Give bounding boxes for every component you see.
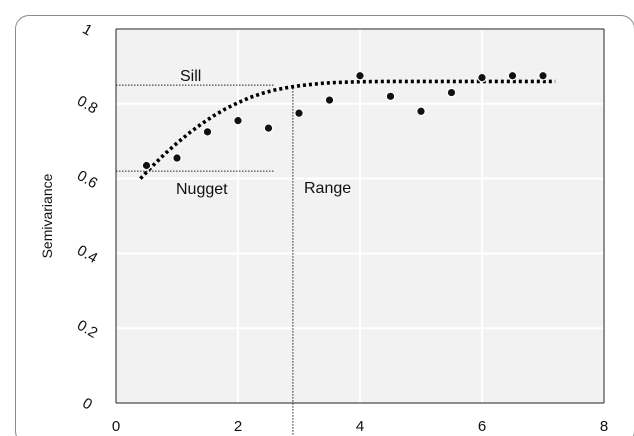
y-tick-label: 0 — [79, 395, 95, 414]
y-tick-label: 0.2 — [74, 317, 101, 342]
data-point — [294, 108, 304, 118]
data-point — [202, 127, 213, 137]
data-point — [355, 70, 365, 81]
y-tick-label: 1 — [79, 21, 95, 40]
data-point — [416, 106, 426, 117]
data-point — [538, 70, 548, 81]
data-point — [172, 153, 182, 163]
x-tick-label: 6 — [478, 418, 486, 435]
data-point — [385, 91, 396, 102]
data-points — [141, 70, 548, 171]
data-point — [263, 123, 274, 133]
x-tick-label: 8 — [600, 418, 608, 435]
annotation-labels: Sill Nugget Range — [176, 68, 351, 198]
sill-label: Sill — [180, 68, 201, 85]
range-label: Range — [304, 180, 351, 197]
data-point — [446, 87, 457, 98]
axes — [115, 28, 605, 404]
y-axis-label: Semivariance — [39, 173, 55, 258]
data-point — [477, 72, 487, 83]
y-tick-label: 0.8 — [74, 92, 101, 117]
data-point — [141, 160, 152, 171]
x-tick-label: 2 — [234, 418, 242, 435]
reference-lines — [116, 84, 294, 436]
y-tick-label: 0.6 — [74, 167, 101, 192]
data-point — [324, 95, 335, 105]
data-point — [507, 70, 518, 81]
nugget-label: Nugget — [176, 181, 228, 198]
data-point — [233, 115, 243, 126]
x-tick-label: 0 — [112, 418, 120, 435]
x-tick-label: 4 — [356, 418, 364, 435]
fitted-curve — [139, 79, 556, 180]
y-tick-label: 0.4 — [74, 242, 101, 267]
fitted-curve-line — [139, 79, 556, 180]
